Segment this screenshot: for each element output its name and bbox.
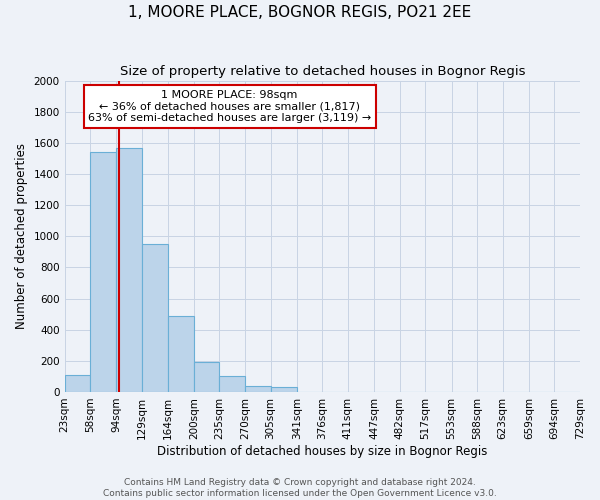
X-axis label: Distribution of detached houses by size in Bognor Regis: Distribution of detached houses by size … [157,444,488,458]
Bar [65,375,90,392]
Bar [142,244,167,392]
Bar [271,388,297,392]
Y-axis label: Number of detached properties: Number of detached properties [15,144,28,330]
Bar [194,362,220,392]
Text: 1, MOORE PLACE, BOGNOR REGIS, PO21 2EE: 1, MOORE PLACE, BOGNOR REGIS, PO21 2EE [128,5,472,20]
Bar [245,386,271,392]
Bar [90,152,116,392]
Bar [116,148,142,392]
Text: 1 MOORE PLACE: 98sqm
← 36% of detached houses are smaller (1,817)
63% of semi-de: 1 MOORE PLACE: 98sqm ← 36% of detached h… [88,90,371,123]
Title: Size of property relative to detached houses in Bognor Regis: Size of property relative to detached ho… [119,65,525,78]
Bar [167,316,194,392]
Bar [220,376,245,392]
Text: Contains HM Land Registry data © Crown copyright and database right 2024.
Contai: Contains HM Land Registry data © Crown c… [103,478,497,498]
